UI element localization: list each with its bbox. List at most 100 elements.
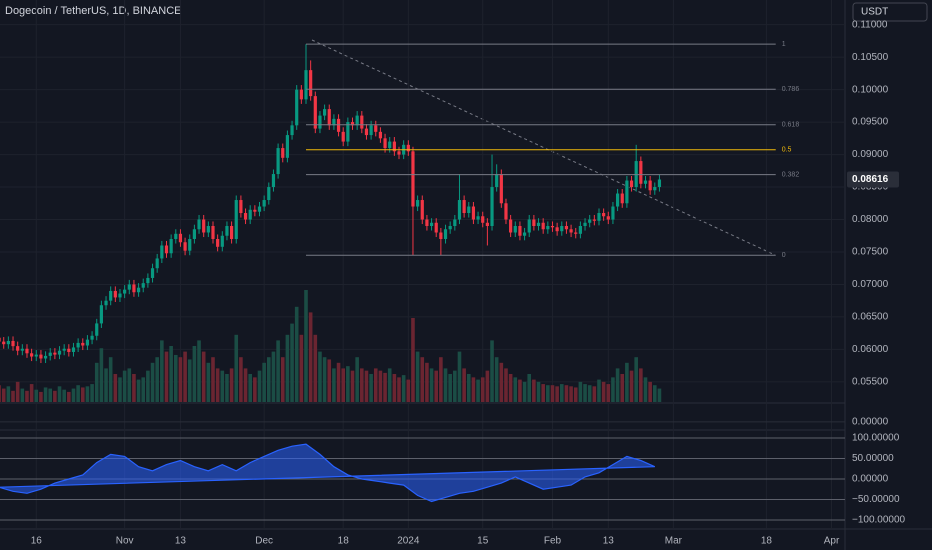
candle-body	[11, 340, 15, 347]
volume-bar	[304, 290, 308, 402]
volume-bar	[453, 370, 457, 402]
candle-body	[39, 354, 43, 359]
candle-body	[30, 353, 34, 357]
volume-bar	[285, 334, 290, 402]
volume-bar	[378, 370, 383, 402]
y-tick-label: 0.08000	[852, 214, 889, 225]
candle-body	[220, 235, 224, 247]
candle-body	[420, 200, 424, 220]
x-tick-label: Feb	[544, 536, 562, 547]
y-tick-label: 0.10500	[852, 52, 889, 63]
candle-body	[592, 219, 596, 221]
candle-body	[43, 355, 48, 359]
candle-body	[211, 226, 215, 239]
volume-bar	[39, 391, 43, 402]
x-tick-label: 15	[477, 536, 489, 547]
candle-body	[164, 245, 169, 254]
volume-bar	[611, 377, 615, 402]
oscillator-line	[0, 443, 656, 503]
volume-bar	[597, 379, 601, 402]
candle-body	[81, 342, 85, 346]
candle-body	[253, 209, 257, 212]
volume-bar	[80, 387, 85, 402]
volume-bar	[513, 377, 518, 402]
candle-body	[327, 109, 331, 126]
candle-body	[234, 200, 238, 239]
candle-body	[160, 245, 164, 259]
candle-body	[392, 141, 396, 152]
volume-bar	[587, 385, 592, 402]
volume-bar	[629, 370, 634, 402]
volume-bar	[532, 379, 536, 402]
candle-body	[336, 118, 341, 132]
candle-body	[527, 219, 531, 233]
candle-body	[639, 161, 643, 184]
volume-bar	[155, 357, 159, 402]
candle-body	[109, 290, 113, 301]
volume-bar	[108, 357, 113, 402]
candle-body	[174, 233, 178, 239]
volume-bar	[606, 384, 611, 402]
candle-body	[657, 179, 662, 188]
candle-body	[453, 219, 457, 227]
candle-body	[257, 206, 262, 212]
volume-bar	[192, 346, 197, 402]
candle-body	[578, 226, 582, 234]
volume-bar	[67, 391, 71, 402]
candle-body	[248, 209, 252, 220]
volume-bar	[360, 368, 364, 402]
volume-bar	[415, 351, 420, 402]
candle-body	[425, 219, 429, 227]
volume-bar	[160, 340, 164, 402]
volume-bar	[318, 351, 322, 402]
volume-bar	[53, 390, 57, 402]
candle-body	[513, 226, 517, 233]
candle-body	[602, 213, 606, 217]
candle-body	[406, 144, 410, 152]
x-tick-label: Dec	[255, 536, 273, 547]
candle-body	[85, 339, 90, 346]
currency-button[interactable]	[852, 2, 928, 22]
candle-body	[169, 238, 173, 254]
candle-body	[309, 70, 313, 97]
volume-bar	[215, 368, 220, 402]
volume-bar	[262, 362, 266, 402]
volume-bar	[25, 390, 29, 402]
candle-body	[146, 277, 150, 284]
volume-bar	[462, 368, 466, 402]
volume-bar	[57, 386, 62, 402]
volume-bar	[364, 370, 369, 402]
volume-bar	[62, 389, 66, 402]
volume-bar	[411, 318, 415, 402]
volume-bar	[485, 370, 490, 402]
volume-bar	[569, 386, 573, 402]
volume-bar	[164, 351, 169, 402]
candle-body	[178, 233, 183, 243]
osc-tick-label: 0.00000	[852, 474, 889, 485]
volume-bar	[299, 334, 304, 402]
y-tick-label: 0.06000	[852, 344, 889, 355]
volume-bar	[201, 351, 206, 402]
volume-bar	[369, 374, 373, 402]
candle-body	[118, 293, 122, 298]
volume-bar	[578, 381, 583, 402]
candle-body	[150, 268, 155, 278]
candle-body	[155, 258, 159, 269]
candle-body	[499, 174, 503, 204]
candle-body	[383, 138, 387, 149]
candle-body	[485, 222, 489, 227]
volume-bar	[448, 374, 452, 402]
x-tick-label: Apr	[824, 536, 840, 547]
candle-body	[267, 187, 271, 201]
volume-bar	[169, 346, 173, 402]
volume-bar	[639, 368, 643, 402]
candle-body	[611, 206, 615, 220]
candle-body	[62, 348, 66, 351]
volume-bar	[0, 385, 1, 402]
candle-body	[16, 346, 20, 351]
candle-body	[229, 226, 234, 239]
volume-bar	[518, 379, 522, 402]
volume-bar	[564, 385, 569, 402]
